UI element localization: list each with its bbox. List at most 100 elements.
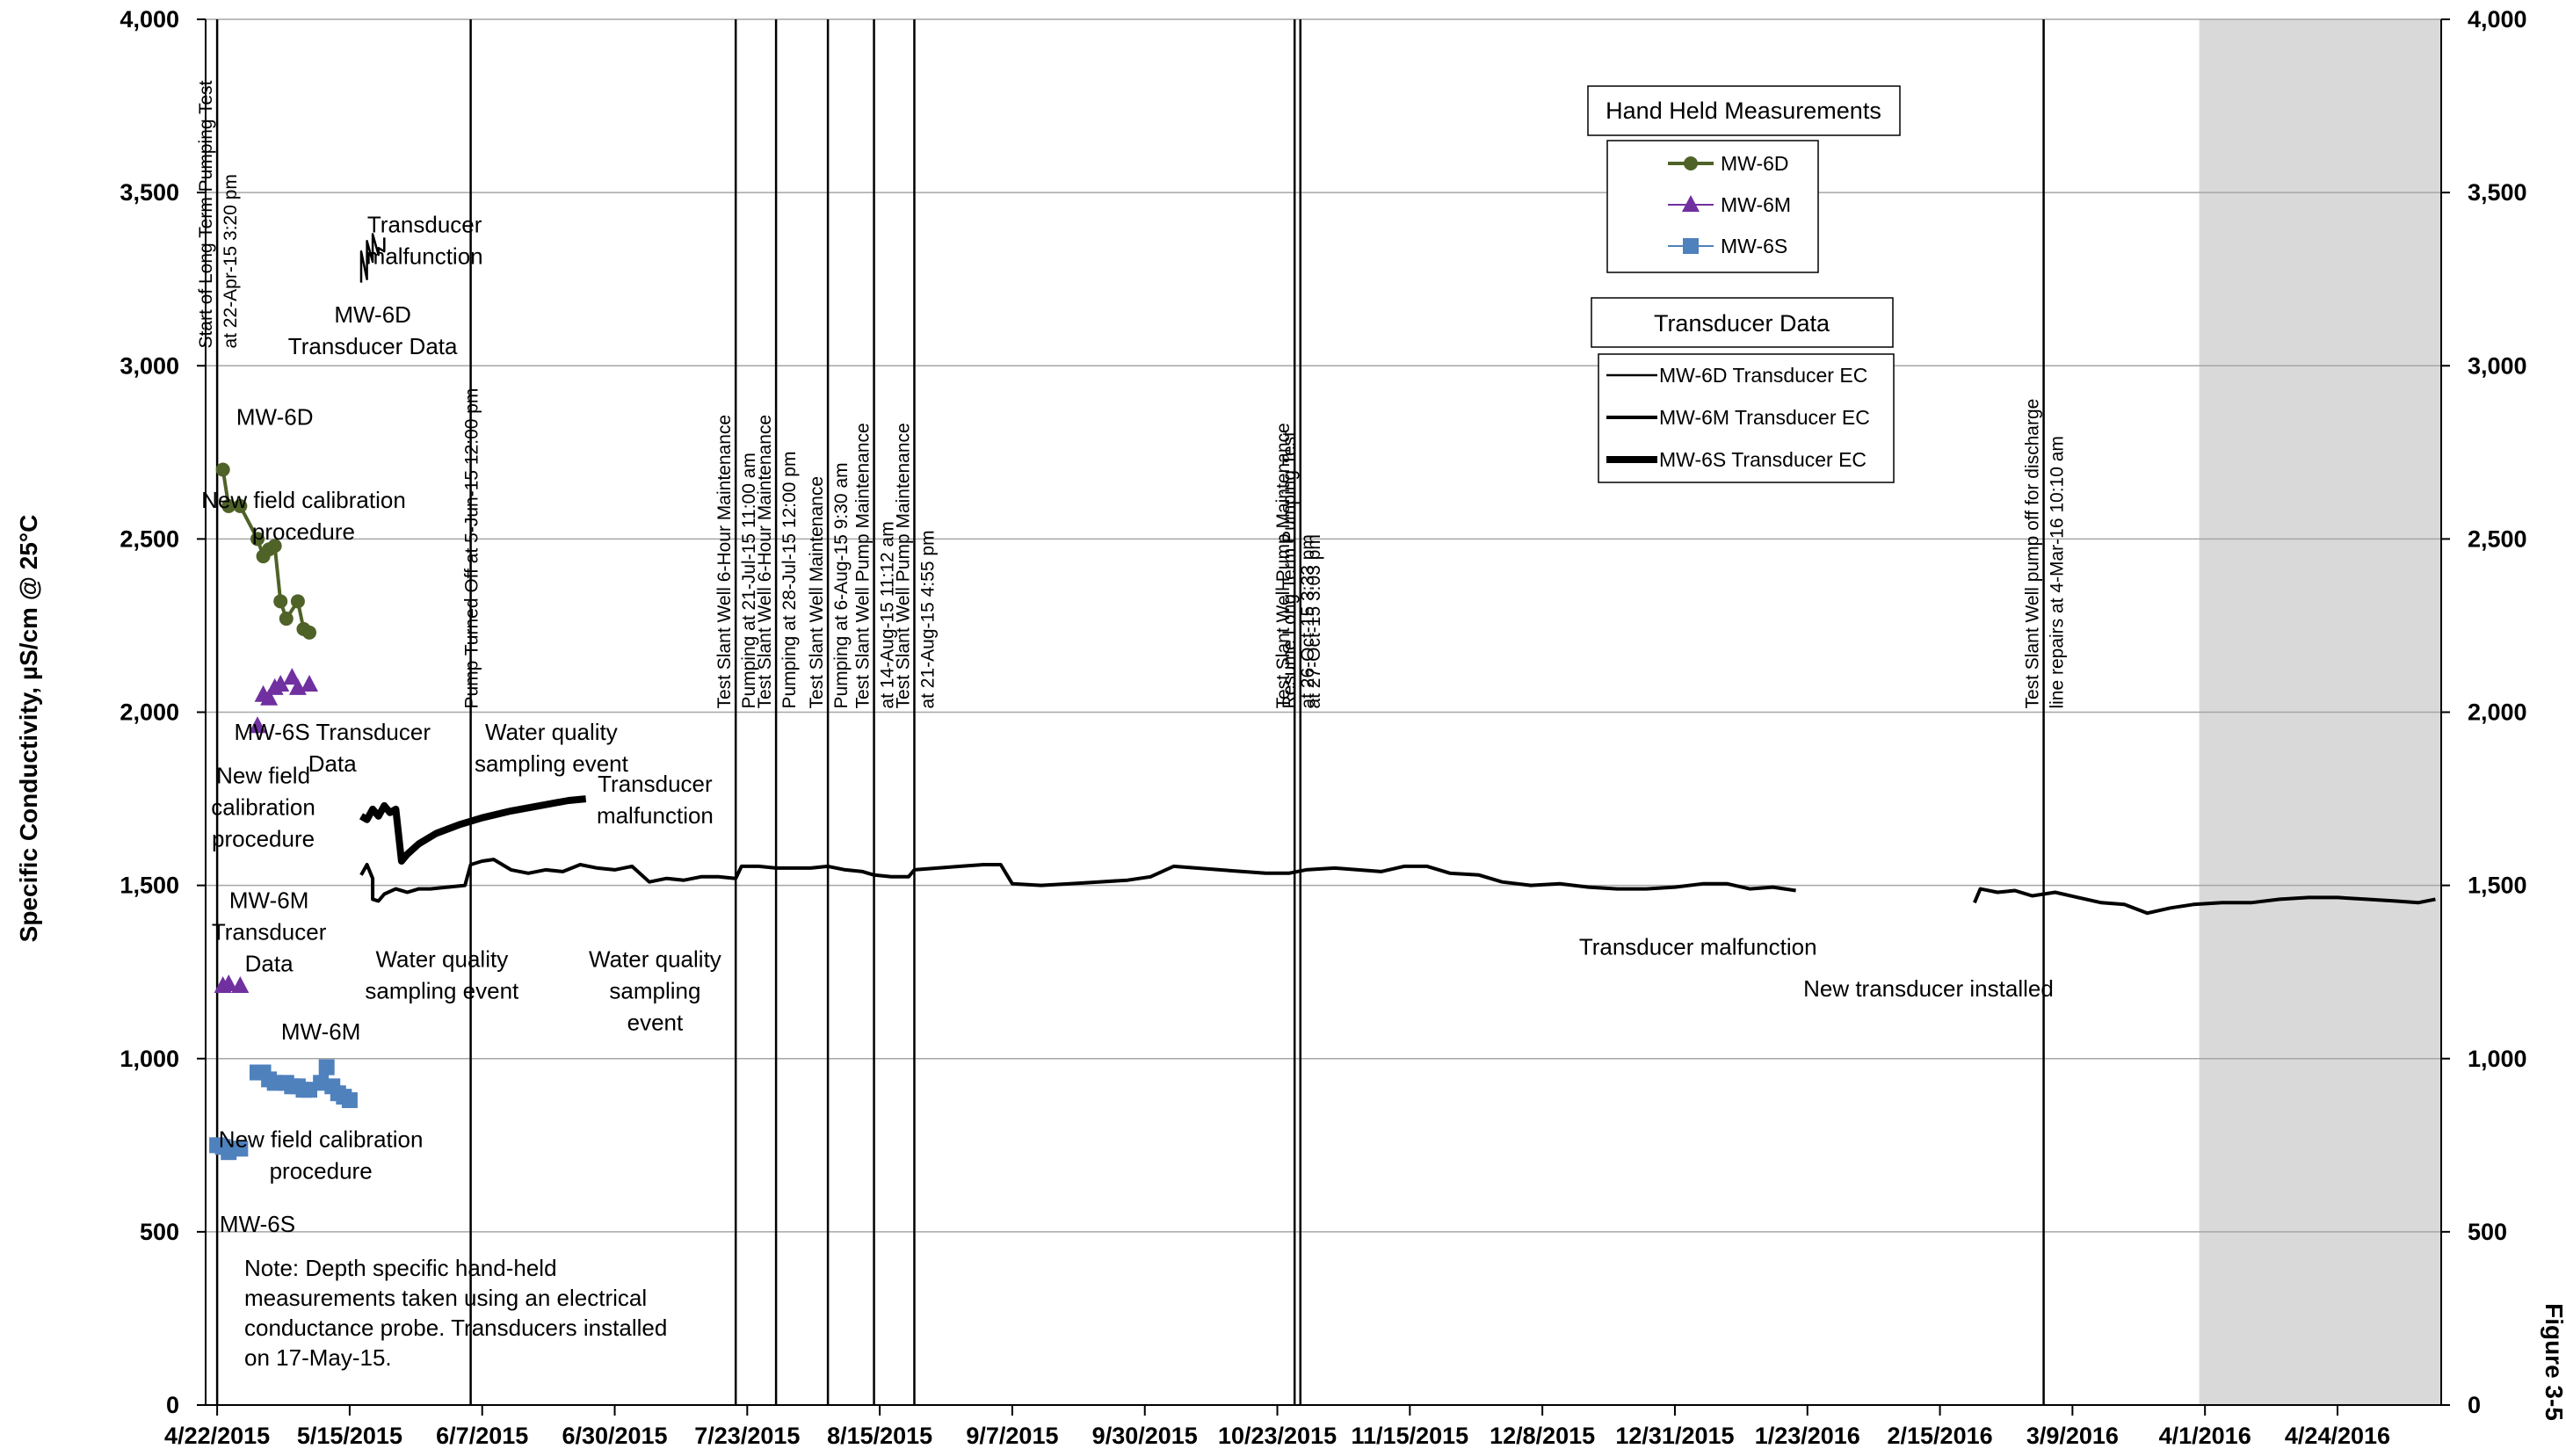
handheld-data-point [220, 974, 238, 991]
x-tick-label: 2/15/2016 [1888, 1423, 1993, 1449]
annotation-line: New field calibration [219, 1126, 424, 1152]
y-tick-label-left: 2,500 [120, 525, 179, 552]
y-tick-label-left: 3,000 [120, 352, 179, 379]
x-tick-label: 12/31/2015 [1615, 1423, 1734, 1449]
y-tick-label-right: 2,000 [2468, 699, 2527, 726]
handheld-data-point [283, 668, 301, 685]
handheld-data-point [341, 1092, 358, 1109]
event-line-label: line repairs at 4-Mar-16 10:10 am [2048, 436, 2068, 708]
annotation-line: MW-6D [236, 403, 314, 430]
legend-transducer-label: MW-6D Transducer EC [1659, 364, 1867, 387]
annotation-line: Transducer [212, 918, 327, 945]
x-tick-label: 4/24/2016 [2285, 1423, 2390, 1449]
legend-transducer-title: Transducer Data [1654, 310, 1830, 337]
event-line-label: Test Slant Well Maintenance [807, 476, 827, 709]
annotation-line: calibration [211, 793, 315, 820]
event-line-label: Pumping at 21-Jul-15 11:00 am [739, 453, 759, 708]
legend-handheld-label: MW-6S [1721, 235, 1787, 257]
event-line-label: Pumping at 28-Jul-15 12:00 pm [779, 452, 800, 709]
event-line-label: Test Slant Well 6-Hour Maintenance [755, 415, 775, 709]
annotation-line: Water quality [375, 945, 508, 972]
legend: Hand Held Measurements MW-6D MW-6M MW-6S Tra… [1587, 85, 1901, 483]
annotation-text: New transducer installed [1803, 975, 2054, 1002]
legend-transducer-label: MW-6M Transducer EC [1659, 406, 1870, 429]
x-tick-label: 10/23/2015 [1218, 1423, 1337, 1449]
transducer-series-line [359, 233, 386, 283]
y-tick-label-left: 4,000 [120, 6, 179, 33]
legend-handheld-label: MW-6D [1721, 152, 1789, 175]
y-tick-label-left: 2,000 [120, 699, 179, 726]
note-line: Note: Depth specific hand-held [244, 1255, 557, 1281]
annotation-line: Transducer malfunction [1579, 933, 1817, 960]
handheld-data-point [267, 539, 282, 554]
annotation-text: New field calibration procedure [211, 762, 315, 851]
annotation-line: event [627, 1009, 684, 1035]
annotation-line: sampling event [365, 977, 519, 1003]
handheld-data-point [318, 1059, 335, 1076]
legend-handheld-marker [1684, 156, 1698, 170]
annotation-line: New field calibration [201, 487, 406, 513]
axes: 0 0 500 500 1,000 1,000 1,500 1,500 2,000 2,000 2,… [120, 6, 2526, 1449]
y-tick-label-right: 0 [2468, 1392, 2481, 1418]
y-tick-label-right: 2,500 [2468, 525, 2527, 552]
y-tick-label-right: 3,500 [2468, 179, 2527, 206]
annotation-line: MW-6S [220, 1211, 295, 1237]
annotation-line: MW-6D [334, 301, 411, 328]
annotation-text: MW-6S Transducer Data [235, 719, 431, 777]
x-tick-label: 8/15/2015 [827, 1423, 932, 1449]
note-line: on 17-May-15. [244, 1344, 392, 1371]
annotation-line: procedure [252, 518, 355, 545]
annotation-line: Transducer Data [288, 333, 458, 359]
note-line: conductance probe. Transducers installed [244, 1315, 667, 1341]
x-tick-label: 7/23/2015 [694, 1423, 800, 1449]
annotation-text: New field calibration procedure [219, 1126, 424, 1184]
annotation-text: MW-6S [220, 1211, 295, 1237]
transducer-series-line [1973, 887, 2436, 916]
handheld-data-point [279, 612, 294, 627]
annotation-text: MW-6M [281, 1018, 361, 1045]
annotation-line: Data [245, 950, 294, 976]
handheld-data-point [250, 532, 265, 547]
x-tick-label: 9/7/2015 [966, 1423, 1058, 1449]
legend-transducer-label: MW-6S Transducer EC [1659, 448, 1867, 471]
handheld-data-point [249, 716, 267, 734]
x-tick-label: 11/15/2015 [1352, 1423, 1469, 1449]
y-tick-label-left: 1,500 [120, 873, 179, 899]
annotation-text: Transducer malfunction [597, 771, 714, 829]
x-tick-label: 1/23/2016 [1755, 1423, 1860, 1449]
event-line-label: at 21-Aug-15 4:55 pm [917, 530, 938, 708]
annotation-line: sampling [609, 977, 700, 1003]
annotation-line: Data [308, 750, 357, 777]
annotation-line: Transducer [598, 771, 713, 797]
y-tick-label-right: 1,500 [2468, 873, 2527, 899]
annotation-line: MW-6S Transducer [235, 719, 431, 745]
annotation-line: Water quality [589, 945, 721, 972]
annotation-text: Transducer malfunction [366, 211, 483, 269]
transducer-series-line [359, 858, 1796, 903]
annotation-line: malfunction [366, 243, 483, 269]
transducer-series-line [359, 795, 587, 865]
annotation-text: Water quality sampling event [365, 945, 519, 1003]
y-tick-label-left: 0 [166, 1392, 179, 1418]
legend-handheld-marker [1682, 195, 1700, 212]
handheld-data-point [301, 674, 319, 692]
event-line-label: Test Slant Well Pump Maintenance [853, 423, 873, 708]
legend-handheld-title-box [1587, 85, 1901, 136]
x-tick-label: 9/30/2015 [1092, 1423, 1198, 1449]
annotation-line: MW-6M [281, 1018, 361, 1045]
annotation-text: New field calibration procedure [201, 487, 406, 545]
x-tick-label: 12/8/2015 [1490, 1423, 1595, 1449]
event-line-label: Resume Long Term Pumping Test [1279, 431, 1300, 709]
annotation-text: MW-6D Transducer Data [288, 301, 458, 359]
note-line: measurements taken using an electrical [244, 1285, 647, 1311]
handheld-data-point [290, 594, 305, 609]
event-line-label: Test Slant Well Pump Maintenance [1273, 423, 1294, 708]
annotation-text: MW-6D [236, 403, 314, 430]
annotation-line: New field [216, 762, 310, 788]
event-line-label: Test Slant Well pump off for discharge [2023, 399, 2043, 709]
annotation-line: Water quality [485, 719, 618, 745]
annotation-text: MW-6M Transducer Data [212, 887, 327, 976]
x-tick-label: 4/22/2015 [164, 1423, 270, 1449]
